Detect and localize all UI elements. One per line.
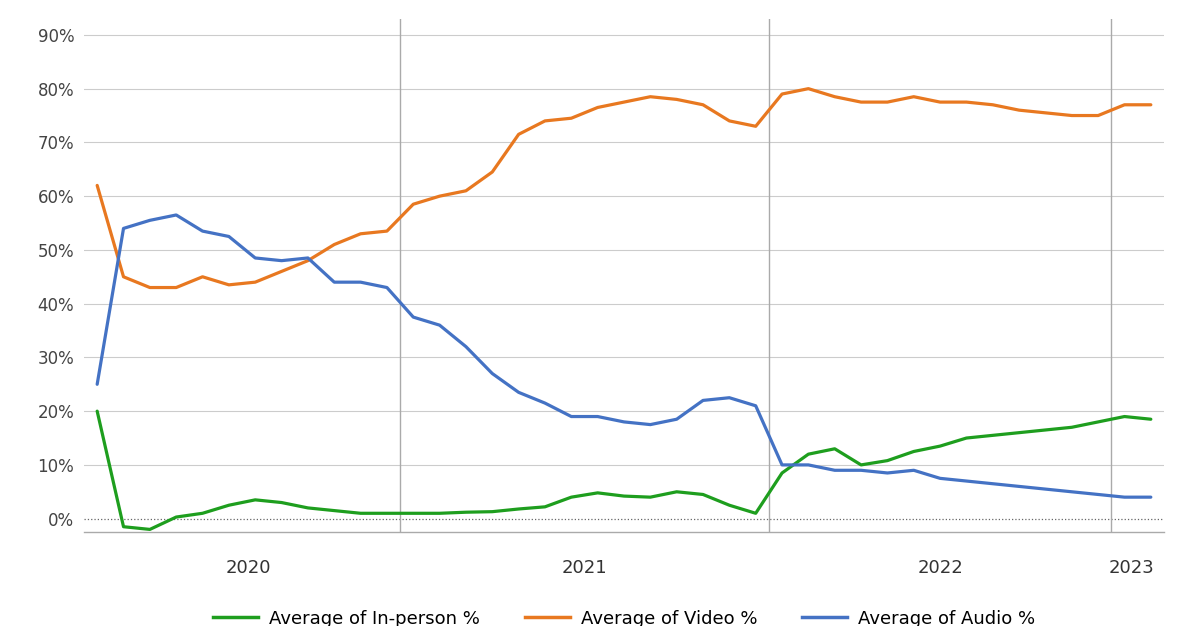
Text: 2021: 2021: [562, 559, 607, 577]
Text: 2022: 2022: [917, 559, 962, 577]
Legend: Average of In-person %, Average of Video %, Average of Audio %: Average of In-person %, Average of Video…: [205, 603, 1043, 626]
Text: 2020: 2020: [226, 559, 271, 577]
Text: 2023: 2023: [1108, 559, 1154, 577]
